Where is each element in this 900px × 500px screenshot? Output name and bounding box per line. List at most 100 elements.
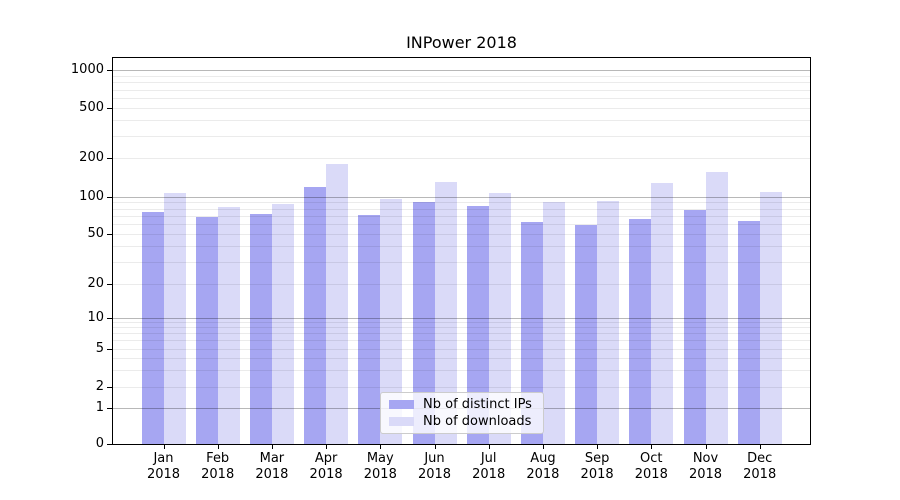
y-tick-mark bbox=[107, 348, 112, 350]
x-tick-label: Feb 2018 bbox=[190, 451, 246, 483]
gridline-50 bbox=[113, 234, 810, 235]
gridline-600 bbox=[113, 98, 810, 100]
bar-downloads-sep bbox=[597, 201, 620, 444]
gridline-5 bbox=[113, 348, 810, 350]
gridline-900 bbox=[113, 75, 810, 77]
bar-downloads-jun bbox=[434, 182, 457, 444]
bar-downloads-may bbox=[380, 199, 403, 444]
bar-distinct-ips-sep bbox=[575, 225, 598, 444]
bar-distinct-ips-jul bbox=[466, 206, 489, 444]
legend-swatch-icon bbox=[389, 417, 414, 427]
bar-distinct-ips-may bbox=[358, 215, 381, 444]
gridline-9 bbox=[113, 322, 810, 324]
x-tick-mark bbox=[759, 445, 761, 449]
y-tick-label: 1 bbox=[95, 400, 104, 415]
bar-downloads-aug bbox=[542, 201, 565, 444]
x-tick-mark bbox=[434, 445, 436, 449]
x-tick-label-year: 2018 bbox=[146, 467, 181, 482]
y-tick-mark bbox=[107, 408, 112, 409]
y-tick-mark bbox=[107, 284, 112, 285]
bar-distinct-ips-dec bbox=[737, 220, 760, 444]
gridline-800 bbox=[113, 82, 810, 84]
x-tick-mark bbox=[651, 445, 653, 449]
gridline-10 bbox=[113, 317, 810, 319]
bar-downloads-jul bbox=[488, 192, 511, 444]
x-tick-label: May 2018 bbox=[352, 451, 408, 483]
y-tick-mark bbox=[107, 387, 112, 388]
x-tick-label: Dec 2018 bbox=[732, 451, 788, 483]
x-tick-label-year: 2018 bbox=[363, 467, 397, 482]
x-tick-label: Sep 2018 bbox=[569, 451, 625, 483]
bar-downloads-oct bbox=[651, 183, 674, 444]
plot-area bbox=[112, 57, 811, 445]
x-tick-label-year: 2018 bbox=[743, 467, 777, 482]
gridline-100 bbox=[113, 196, 810, 198]
y-tick-mark bbox=[107, 234, 112, 235]
legend-entry: Nb of downloads bbox=[381, 414, 543, 429]
legend-swatch-icon bbox=[389, 399, 414, 409]
x-tick-label: Oct 2018 bbox=[623, 451, 679, 483]
gridline-60 bbox=[113, 224, 810, 226]
gridline-3 bbox=[113, 369, 810, 371]
gridline-200 bbox=[113, 158, 810, 160]
x-tick-mark bbox=[380, 445, 382, 449]
bar-downloads-apr bbox=[326, 163, 349, 444]
x-tick-label: Aug 2018 bbox=[515, 451, 571, 483]
legend: Nb of distinct IPs Nb of downloads bbox=[380, 392, 544, 434]
x-tick-mark bbox=[271, 445, 273, 449]
x-tick-label: Jul 2018 bbox=[461, 451, 517, 483]
gridline-80 bbox=[113, 208, 810, 210]
x-tick-label-year: 2018 bbox=[472, 467, 506, 482]
x-tick-mark bbox=[163, 445, 165, 449]
bar-distinct-ips-mar bbox=[249, 214, 272, 444]
x-tick-mark bbox=[217, 445, 219, 449]
bar-downloads-jan bbox=[163, 192, 186, 444]
legend-label: Nb of distinct IPs bbox=[423, 396, 532, 412]
gridline-700 bbox=[113, 89, 810, 91]
y-tick-mark bbox=[107, 196, 112, 198]
y-tick-label: 200 bbox=[79, 150, 104, 166]
bar-distinct-ips-apr bbox=[304, 187, 327, 444]
x-tick-label: Apr 2018 bbox=[298, 451, 354, 483]
gridline-20 bbox=[113, 284, 810, 285]
x-tick-label-year: 2018 bbox=[688, 467, 723, 482]
x-tick-label: Jun 2018 bbox=[407, 451, 463, 483]
y-tick-label: 500 bbox=[79, 100, 104, 116]
legend-label: Nb of downloads bbox=[423, 414, 532, 430]
x-tick-label-year: 2018 bbox=[309, 467, 343, 482]
x-tick-label-year: 2018 bbox=[417, 467, 452, 482]
chart-title: INPower 2018 bbox=[406, 33, 517, 52]
gridline-70 bbox=[113, 215, 810, 217]
y-tick-mark bbox=[107, 108, 112, 110]
bar-distinct-ips-nov bbox=[683, 210, 706, 444]
bar-downloads-feb bbox=[217, 207, 240, 444]
x-tick-mark bbox=[326, 445, 328, 449]
x-tick-label: Nov 2018 bbox=[678, 451, 734, 483]
gridline-8 bbox=[113, 327, 810, 329]
gridline-7 bbox=[113, 333, 810, 335]
gridline-6 bbox=[113, 340, 810, 342]
x-tick-mark bbox=[705, 445, 707, 449]
y-tick-label: 20 bbox=[87, 276, 104, 291]
bar-distinct-ips-feb bbox=[195, 217, 218, 444]
y-tick-label: 0 bbox=[95, 435, 104, 451]
y-tick-label: 2 bbox=[95, 379, 104, 394]
gridline-90 bbox=[113, 202, 810, 204]
x-tick-mark bbox=[542, 445, 544, 449]
legend-entry: Nb of distinct IPs bbox=[381, 397, 543, 412]
y-tick-label: 10 bbox=[87, 309, 104, 325]
y-tick-label: 50 bbox=[87, 226, 104, 241]
x-tick-label-year: 2018 bbox=[634, 467, 668, 482]
y-tick-label: 1000 bbox=[70, 61, 104, 77]
y-tick-mark bbox=[107, 158, 112, 160]
bar-distinct-ips-jun bbox=[412, 202, 435, 444]
x-tick-label: Mar 2018 bbox=[244, 451, 300, 483]
gridline-300 bbox=[113, 136, 810, 138]
y-tick-mark bbox=[107, 317, 112, 319]
x-tick-label-year: 2018 bbox=[580, 467, 614, 482]
bar-downloads-mar bbox=[271, 204, 294, 444]
x-tick-mark bbox=[488, 445, 490, 449]
gridline-2 bbox=[113, 387, 810, 388]
gridline-400 bbox=[113, 120, 810, 122]
y-tick-label: 5 bbox=[95, 340, 104, 356]
